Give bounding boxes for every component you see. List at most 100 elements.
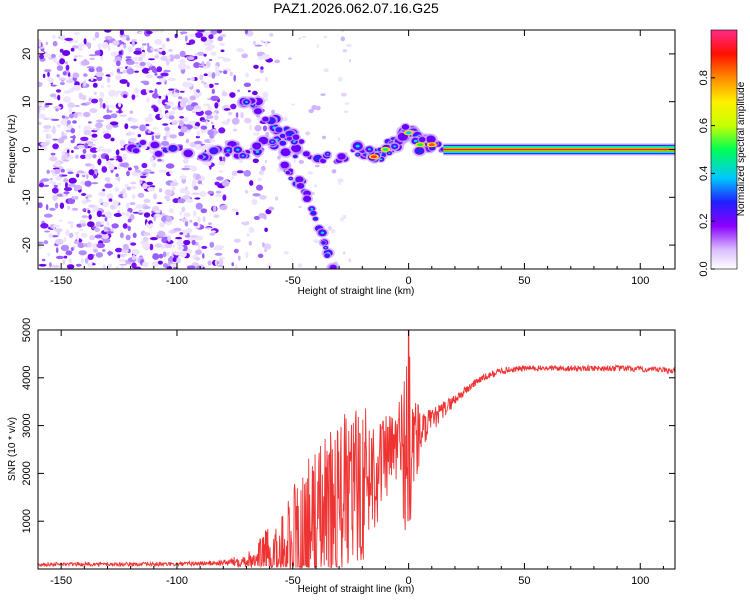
noise-speck xyxy=(169,181,179,187)
noise-speck xyxy=(186,78,191,81)
noise-speck xyxy=(161,50,166,56)
noise-speck xyxy=(83,73,88,77)
noise-speck xyxy=(264,227,268,232)
noise-speck xyxy=(176,240,184,247)
noise-speck xyxy=(75,154,79,159)
spectrogram-y-axis: -20 -10 0 10 20 xyxy=(21,48,675,253)
noise-speck xyxy=(72,120,77,124)
ridge-peak xyxy=(236,148,240,151)
noise-speck xyxy=(88,134,93,137)
noise-speck xyxy=(148,58,155,61)
noise-speck xyxy=(68,113,75,119)
noise-speck xyxy=(183,212,191,217)
noise-speck xyxy=(261,172,265,176)
noise-speck xyxy=(117,254,121,259)
noise-speck xyxy=(53,57,57,63)
noise-speck xyxy=(348,258,351,263)
ridge-blob xyxy=(296,183,305,189)
y-tick-label: -10 xyxy=(21,189,33,205)
ridge-core xyxy=(211,148,217,153)
colorbar-tick-label: 0.0 xyxy=(698,261,710,276)
noise-speck xyxy=(130,242,137,246)
noise-speck xyxy=(128,240,132,244)
noise-speck xyxy=(56,74,60,78)
noise-speck xyxy=(84,163,92,167)
noise-speck xyxy=(201,119,210,123)
noise-speck xyxy=(163,263,168,268)
noise-speck xyxy=(210,30,217,35)
noise-speck xyxy=(62,50,71,56)
noise-speck xyxy=(110,137,115,142)
noise-speck xyxy=(55,255,65,260)
noise-speck xyxy=(52,187,59,194)
noise-speck xyxy=(331,169,337,174)
noise-speck xyxy=(81,232,88,238)
noise-speck xyxy=(102,42,109,49)
ridge-peak xyxy=(355,144,360,148)
noise-speck xyxy=(60,244,70,252)
noise-speck xyxy=(264,249,267,252)
ridge-blob xyxy=(253,108,262,115)
noise-speck xyxy=(104,154,109,160)
noise-speck xyxy=(87,143,96,147)
snr-series-line xyxy=(38,330,675,569)
noise-speck xyxy=(244,30,248,35)
noise-speck xyxy=(38,264,47,267)
noise-speck xyxy=(115,247,123,253)
colorbar-ticks: 0.0 0.2 0.4 0.6 0.8 xyxy=(698,70,715,277)
noise-speck xyxy=(46,133,49,139)
noise-speck xyxy=(189,95,197,101)
noise-speck xyxy=(221,91,228,97)
noise-speck xyxy=(87,209,91,214)
noise-speck xyxy=(112,155,117,160)
ridge-peak xyxy=(289,177,292,180)
noise-speck xyxy=(77,242,85,248)
noise-speck xyxy=(252,158,259,164)
noise-speck xyxy=(126,170,130,177)
noise-speck xyxy=(197,244,201,250)
noise-speck xyxy=(99,91,103,97)
noise-speck xyxy=(85,101,91,105)
noise-speck xyxy=(214,252,223,256)
noise-speck xyxy=(40,146,47,152)
noise-speck xyxy=(193,62,201,69)
noise-speck xyxy=(80,136,89,141)
noise-speck xyxy=(109,71,114,77)
noise-speck xyxy=(108,163,115,171)
noise-speck xyxy=(43,184,50,187)
noise-speck xyxy=(152,92,159,99)
noise-speck xyxy=(207,129,215,136)
ridge-hotspot xyxy=(382,148,389,151)
noise-speck xyxy=(193,222,199,227)
noise-speck xyxy=(234,238,241,243)
noise-speck xyxy=(165,215,173,222)
noise-speck xyxy=(244,189,249,194)
noise-speck xyxy=(260,40,264,43)
ridge-blob xyxy=(337,153,346,160)
noise-speck xyxy=(118,66,124,69)
noise-speck xyxy=(248,240,252,246)
ridge-blob xyxy=(139,140,147,145)
noise-speck xyxy=(171,120,178,126)
noise-speck xyxy=(137,134,141,138)
noise-speck xyxy=(160,55,169,62)
noise-speck xyxy=(152,162,157,168)
noise-speck xyxy=(83,80,87,87)
noise-speck xyxy=(81,199,88,205)
noise-speck xyxy=(218,127,226,134)
noise-speck xyxy=(115,173,119,177)
noise-speck xyxy=(41,258,46,262)
noise-speck xyxy=(197,51,205,56)
noise-speck xyxy=(194,144,202,150)
noise-speck xyxy=(129,202,136,206)
noise-speck xyxy=(76,235,80,242)
noise-speck xyxy=(257,177,262,182)
spectrogram-heatmap xyxy=(38,30,675,269)
noise-speck xyxy=(66,149,70,154)
noise-speck xyxy=(43,125,52,130)
spectrogram-x-label: Height of straight line (km) xyxy=(298,286,415,297)
noise-speck xyxy=(219,156,223,161)
noise-speck xyxy=(243,82,252,88)
noise-speck xyxy=(187,56,195,61)
ridge-peak xyxy=(245,101,248,103)
